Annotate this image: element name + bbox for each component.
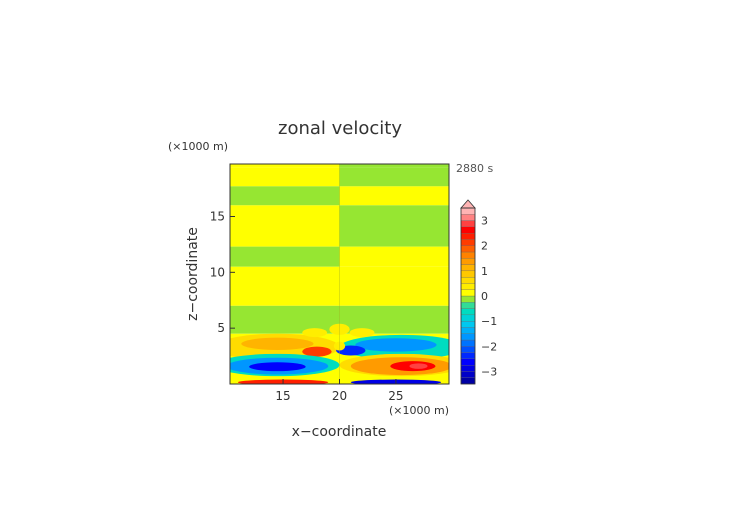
colorbar-segment (460, 220, 476, 228)
colorbar-extend-arrow (460, 199, 476, 209)
field-region (339, 186, 449, 206)
colorbar-segment (460, 333, 476, 341)
colorbar-segment (460, 276, 476, 284)
colorbar-segment (460, 358, 476, 366)
colorbar-segment (460, 346, 476, 353)
y-tick-label: 15 (210, 209, 225, 223)
colorbar-segment (460, 327, 476, 334)
colorbar-segment (460, 264, 476, 272)
colorbar-segment (460, 239, 476, 246)
x-unit-label: (×1000 m) (389, 404, 449, 417)
colorbar-segment (460, 371, 476, 378)
colorbar-segment (460, 283, 476, 290)
colorbar-tick-label: −3 (481, 365, 497, 378)
axes: 15 20 25 5 10 15 (210, 209, 404, 403)
colorbar-tick-label: 2 (481, 240, 488, 253)
colorbar-tick-label: −2 (481, 340, 497, 353)
field-region (230, 186, 340, 206)
time-label: 2880 s (456, 162, 493, 175)
x-tick-label: 25 (388, 389, 403, 403)
y-tick-label: 10 (210, 265, 225, 279)
colorbar-segment (460, 320, 476, 328)
field-region (339, 205, 449, 247)
colorbar-frame (460, 207, 476, 385)
colorbar-segment (460, 245, 476, 253)
colorbar-tick-label: 3 (481, 215, 488, 228)
field-cell (241, 337, 314, 350)
field-region (230, 205, 340, 247)
field-cell (249, 362, 306, 372)
field-region (230, 164, 340, 168)
colorbar-tick-label: 0 (481, 290, 488, 303)
colorbar-segment (460, 314, 476, 322)
y-axis-label: z−coordinate (185, 227, 201, 321)
colorbar-segment (460, 352, 476, 360)
colorbar-tick-label: 1 (481, 265, 488, 278)
field-region (339, 164, 449, 168)
colorbar-segment (460, 339, 476, 347)
field-region (339, 167, 449, 187)
y-tick-label: 5 (217, 321, 225, 335)
colorbar-segment (460, 270, 476, 278)
chart-title: zonal velocity (278, 118, 402, 139)
field-cell (355, 338, 437, 352)
colorbar-segment (460, 214, 476, 221)
colorbar-segment (460, 302, 476, 309)
x-axis-label: x−coordinate (292, 424, 387, 440)
field-region (230, 167, 340, 187)
y-unit-label: (×1000 m) (168, 140, 228, 153)
field-cell (302, 346, 332, 357)
colorbar-segment (460, 207, 476, 215)
colorbar-segment (460, 308, 476, 316)
field-cell (349, 328, 375, 338)
colorbar: 3 2 1 0 −1 −2 −3 (460, 199, 497, 385)
field-region (339, 246, 449, 267)
colorbar-segment (460, 232, 476, 240)
field-region (230, 246, 340, 267)
colorbar-segment (460, 226, 476, 234)
colorbar-segment (460, 251, 476, 259)
colorbar-segment (460, 295, 476, 303)
field-cell (302, 328, 328, 338)
colorbar-tick-label: −1 (481, 315, 497, 328)
colorbar-segment (460, 289, 476, 297)
x-tick-label: 15 (275, 389, 290, 403)
field-cell (409, 363, 428, 369)
colorbar-segment (460, 364, 476, 372)
velocity-field (230, 164, 449, 384)
x-tick-label: 20 (332, 389, 347, 403)
colorbar-segment (460, 377, 476, 385)
colorbar-segment (460, 258, 476, 265)
